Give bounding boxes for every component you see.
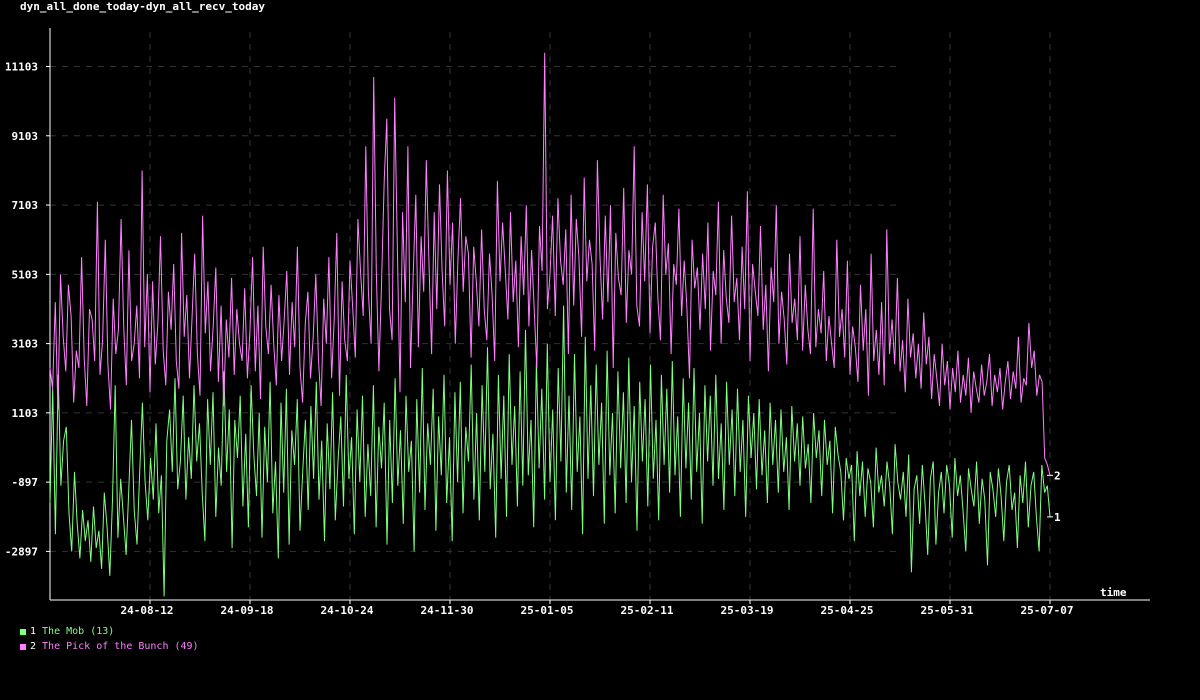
y-tick-label: 5103	[12, 268, 39, 281]
x-tick-label: 25-04-25	[821, 604, 874, 617]
legend-label-1: The Mob (13)	[42, 626, 115, 637]
axes	[49, 28, 1150, 601]
x-tick-label: 24-08-12	[121, 604, 174, 617]
y-tick-label: 1103	[12, 407, 39, 420]
x-tick-label: 24-11-30	[421, 604, 474, 617]
x-axis-ticks: 24-08-12 24-09-18 24-10-24 24-11-30 25-01-05…	[121, 600, 1074, 617]
grid	[50, 32, 1051, 600]
legend-index-1: 1	[30, 626, 37, 637]
series-line-1	[49, 305, 1051, 597]
series-line-2	[49, 52, 1051, 476]
y-tick-label: 11103	[5, 61, 38, 74]
series-end-label-1: 1	[1054, 511, 1061, 524]
y-axis-ticks: -2897 -897 1103 3103 5103 7103 9103 11103	[5, 61, 50, 558]
x-tick-label: 24-09-18	[221, 604, 274, 617]
legend-entry-1: 1 The Mob (13)	[20, 624, 199, 639]
x-tick-label: 25-07-07	[1021, 604, 1074, 617]
legend: 1 The Mob (13) 2 The Pick of the Bunch (…	[20, 624, 199, 654]
legend-label-2: The Pick of the Bunch (49)	[42, 641, 199, 652]
y-tick-label: 9103	[12, 130, 39, 143]
legend-swatch-2	[20, 643, 26, 650]
y-tick-label: 7103	[12, 199, 39, 212]
x-tick-label: 25-01-05	[521, 604, 574, 617]
x-tick-label: 24-10-24	[321, 604, 374, 617]
legend-entry-2: 2 The Pick of the Bunch (49)	[20, 639, 199, 654]
y-tick-label: -897	[12, 476, 39, 489]
y-tick-label: 3103	[12, 338, 39, 351]
legend-index-2: 2	[30, 641, 37, 652]
chart-title: dyn_all_done_today-dyn_all_recv_today	[20, 0, 266, 13]
x-axis-label: time	[1100, 586, 1127, 599]
x-tick-label: 25-05-31	[921, 604, 974, 617]
series-end-label-2: 2	[1054, 469, 1061, 482]
y-tick-label: -2897	[5, 545, 38, 558]
legend-swatch-1	[20, 628, 26, 635]
x-tick-label: 25-02-11	[621, 604, 674, 617]
x-tick-label: 25-03-19	[721, 604, 774, 617]
series-lines: 12	[49, 52, 1061, 597]
